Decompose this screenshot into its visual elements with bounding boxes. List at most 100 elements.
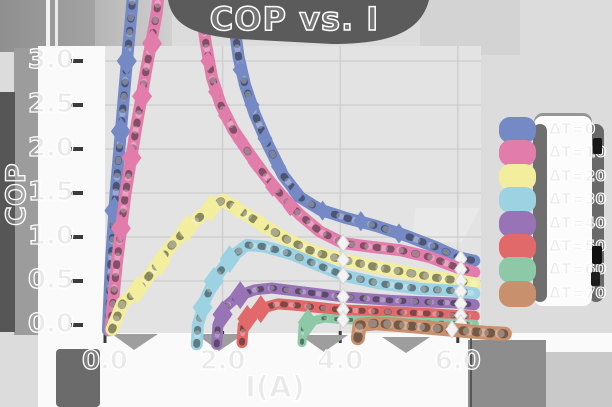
- marker-diamond-dT0: [110, 117, 131, 146]
- marker-diamond-dT10: [121, 143, 142, 172]
- artifact-light-trapezoid: [412, 208, 480, 242]
- marker-diamond-dT30: [192, 293, 213, 322]
- marker-diamond-dT10: [282, 196, 298, 217]
- legend-item-label: ΔT=20: [548, 166, 607, 185]
- y-tick-label-2.0: 2.0: [27, 132, 74, 163]
- marker-diamond-dT10: [110, 214, 131, 243]
- y-tick-label-2.5: 2.5: [27, 88, 74, 119]
- marker-open-diamond-dT30: [336, 266, 350, 286]
- artifact-legend-left-strip: [533, 124, 547, 302]
- marker-diamond-dT0: [116, 47, 137, 75]
- series-dT30: [190, 238, 481, 351]
- series-noise-light-dT20-0: [108, 196, 478, 333]
- marker-diamond-dT20: [127, 275, 148, 304]
- artifact-topright-gray: [420, 0, 520, 55]
- series-noise-dark-dT20-0: [108, 196, 479, 334]
- marker-diamond-dT0: [232, 59, 248, 80]
- x-tick-label-4.0: 4.0: [317, 345, 364, 376]
- marker-diamond-dT40: [230, 281, 251, 310]
- legend-swatch-ΔT=50: [499, 234, 536, 260]
- y-tick-band: [38, 46, 105, 335]
- series-noise-light-dT40-0: [214, 285, 477, 347]
- marker-diamond-dT0: [315, 200, 331, 221]
- series-noise-light-dT70-0: [353, 319, 509, 343]
- artifact-white-streak: [46, 0, 50, 52]
- artifact-bottomright-light: [546, 352, 612, 407]
- x-tick-label-6.0: 6.0: [434, 345, 481, 376]
- series-dT50: [236, 295, 480, 349]
- marker-diamond-dT0: [257, 128, 273, 149]
- marker-diamond-dT30: [219, 245, 240, 273]
- series-noise-dark-dT10-0: [106, 0, 162, 334]
- y-tick-label-1.0: 1.0: [27, 220, 74, 251]
- marker-diamond-dT10: [208, 81, 224, 102]
- y-tick-0.5: [71, 279, 83, 283]
- artifact-dark-edge-line: [470, 334, 472, 407]
- marker-diamond-dT20: [177, 214, 198, 243]
- marker-diamond-dT30: [203, 267, 224, 295]
- legend-swatch-ΔT=10: [499, 140, 536, 167]
- series-dT10: [104, 0, 481, 337]
- series-noise-dark-dT40-0: [213, 285, 478, 348]
- series-dT70: [350, 316, 512, 346]
- y-tick-1.5: [71, 191, 83, 195]
- legend-swatch-ΔT=40: [499, 210, 536, 237]
- legend-swatch-ΔT=20: [499, 163, 536, 190]
- y-tick-label-1.5: 1.5: [27, 176, 74, 207]
- marker-diamond-dT40: [212, 300, 233, 329]
- series-noise-dark-dT30-0: [193, 241, 478, 348]
- artifact-title-blob: [168, 0, 429, 44]
- marker-open-diamond-dT70: [445, 320, 459, 339]
- marker-diamond-dT20: [150, 247, 171, 276]
- marker-diamond-dT0: [270, 156, 286, 177]
- marker-diamond-dT60: [297, 308, 318, 337]
- y-tick-3.0: [71, 59, 83, 63]
- legend-item-label: ΔT=40: [548, 213, 607, 232]
- legend-item-label: ΔT=0: [548, 119, 596, 138]
- marker-diamond-dT0: [288, 183, 304, 203]
- chart-title: COP vs. I: [209, 0, 380, 39]
- gridlines: [105, 46, 481, 333]
- legend-swatch-ΔT=60: [499, 257, 536, 284]
- y-tick-2.5: [71, 103, 83, 107]
- artifact-legend-notch-1: [593, 138, 602, 154]
- series-noise-dark-dT70-0: [353, 318, 510, 343]
- marker-diamond-dT0: [353, 211, 369, 232]
- marker-diamond-dT20: [253, 213, 269, 234]
- y-tick-1.0: [71, 235, 83, 239]
- marker-diamond-dT20: [229, 198, 245, 219]
- x-tick-label-2.0: 2.0: [199, 345, 246, 376]
- marker-diamond-dT10: [218, 105, 234, 126]
- legend-swatch-ΔT=70: [499, 280, 536, 307]
- marker-open-diamond-dT60: [336, 310, 350, 330]
- artifact-left-dark-column: [0, 92, 15, 332]
- x-axis-label: I(A): [244, 369, 305, 404]
- legend-swatch-ΔT=0: [499, 117, 536, 143]
- marker-diamond-dT0: [244, 95, 260, 115]
- marker-diamond-dT10: [232, 130, 248, 151]
- marker-diamond-dT10: [132, 82, 153, 111]
- series-dT20: [105, 193, 481, 336]
- legend-item-label: ΔT=30: [548, 190, 607, 209]
- marker-diamond-dT20: [200, 193, 221, 222]
- artifact-left-gray-column: [14, 48, 40, 335]
- artifact-legend-notch-2: [592, 246, 602, 264]
- data-series: [101, 0, 512, 351]
- legend-item-label: ΔT=10: [548, 143, 607, 162]
- artifact-bottomleft-dark: [56, 349, 100, 407]
- y-tick-2.0: [71, 147, 83, 151]
- legend-swatch-ΔT=30: [499, 187, 536, 214]
- y-tick-0.0: [71, 323, 83, 327]
- y-tick-label-0.0: 0.0: [27, 308, 74, 339]
- x-tick-0.0: [103, 331, 107, 343]
- artifact-bottomright-gray: [468, 340, 546, 407]
- marker-diamond-dT10: [265, 176, 281, 197]
- artifact-legend-notch-3: [591, 272, 600, 286]
- marker-diamond-dT10: [247, 152, 263, 173]
- y-tick-label-3.0: 3.0: [27, 44, 74, 75]
- marker-diamond-dT0: [391, 223, 407, 244]
- artifact-underaxis-triangles: [112, 334, 430, 353]
- marker-diamond-dT50: [237, 304, 258, 333]
